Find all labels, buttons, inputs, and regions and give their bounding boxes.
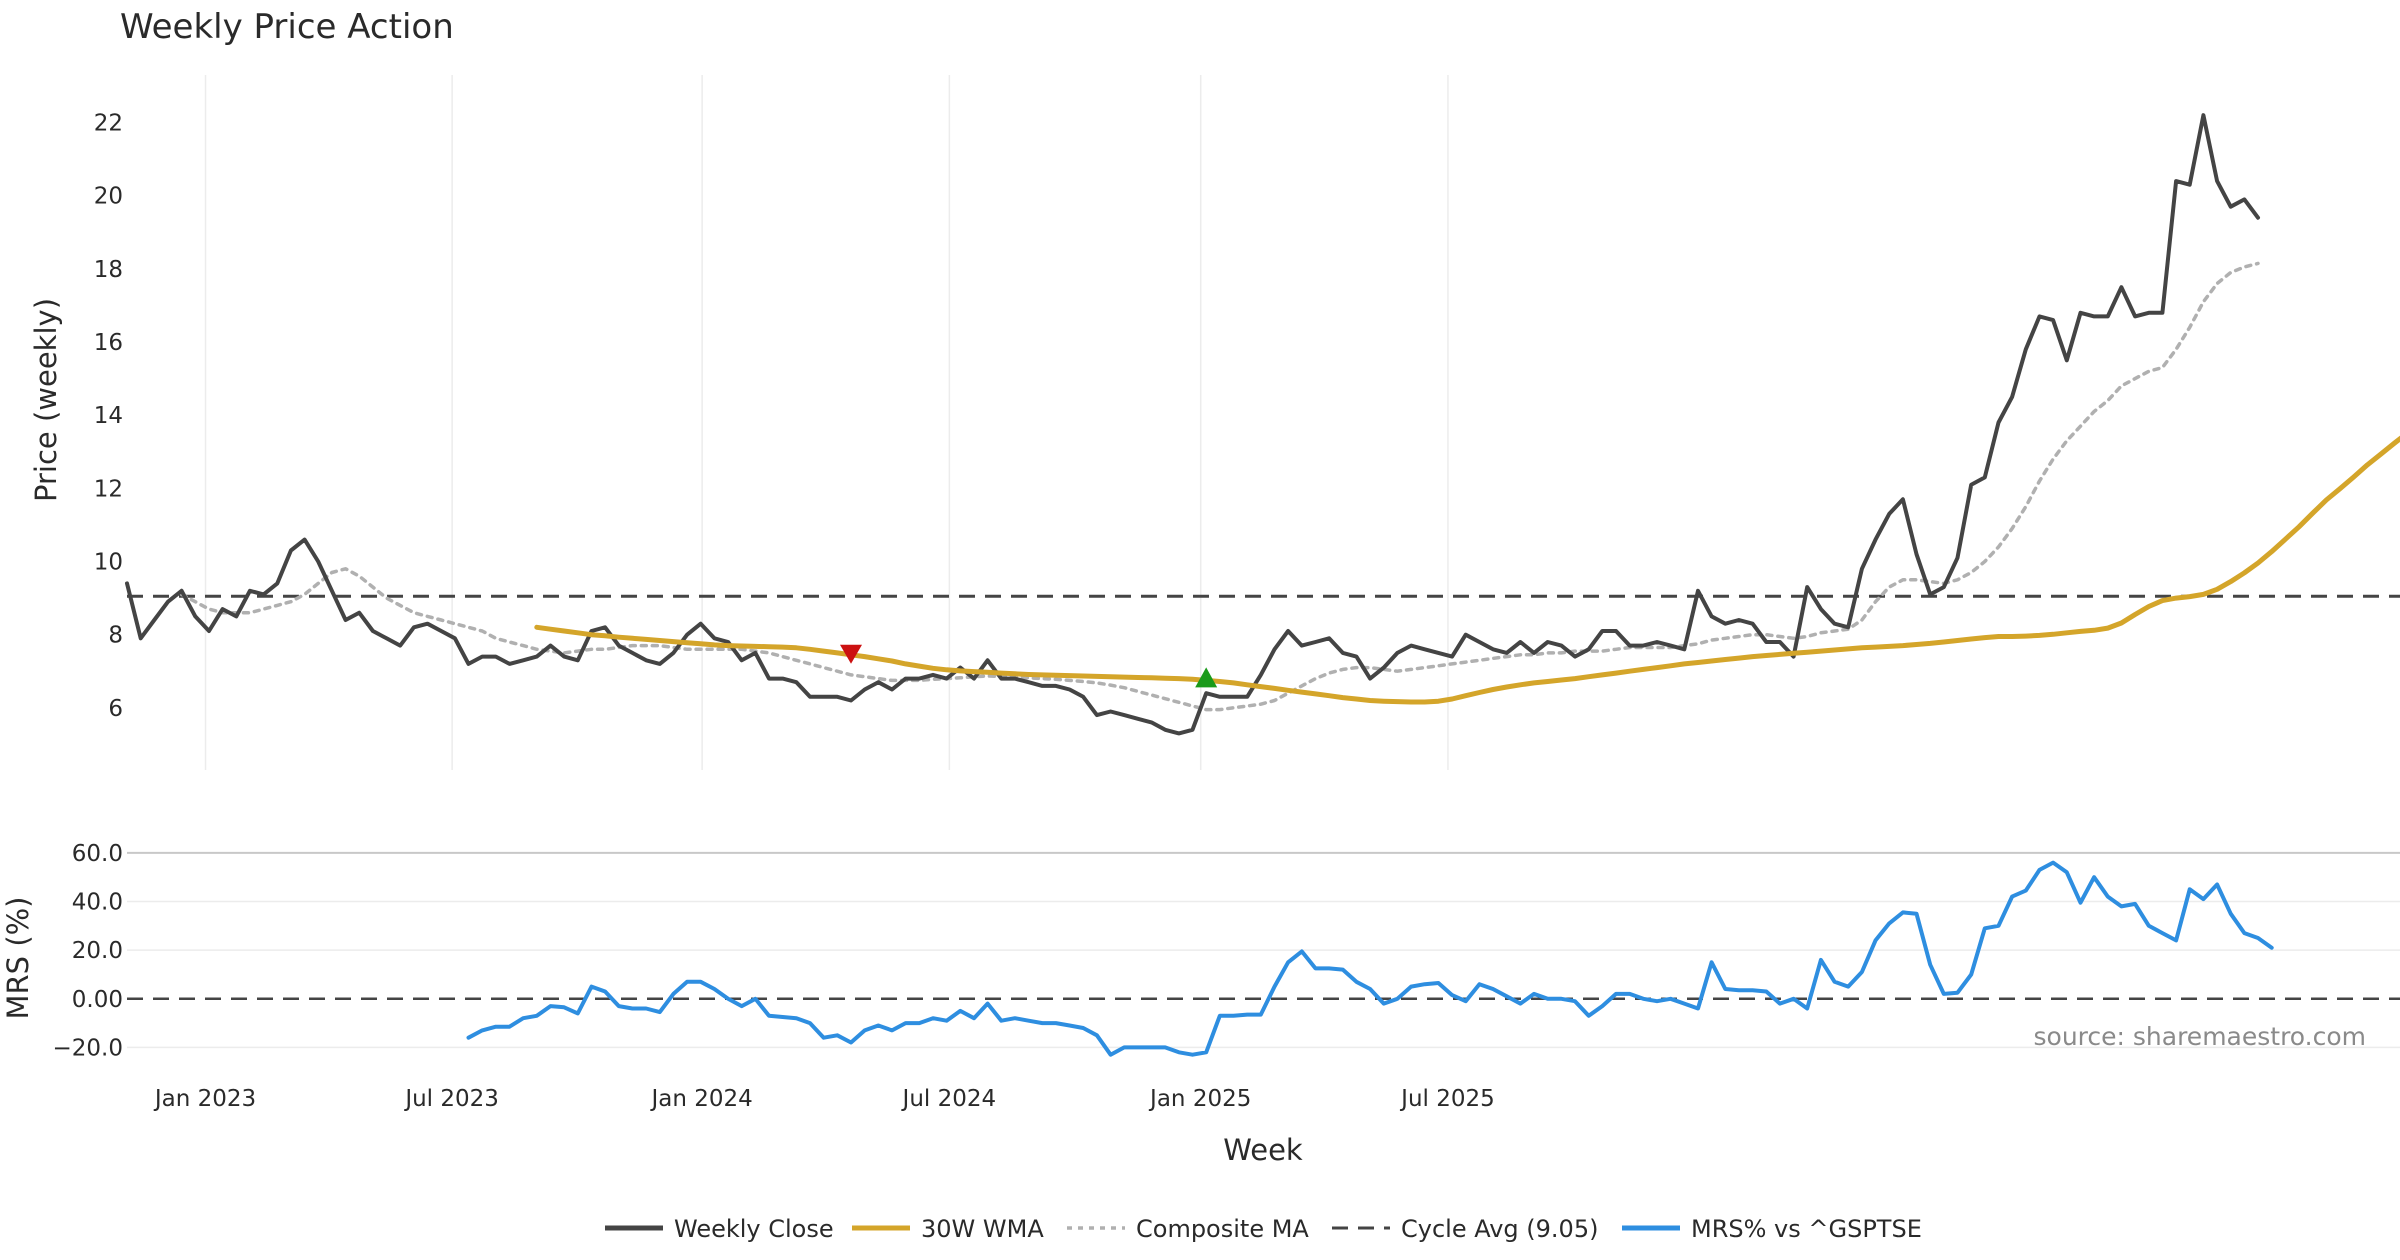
weekly-close-line (125, 113, 2260, 736)
mrs-plot-area (127, 860, 2400, 1057)
price-y-tick-label: 6 (108, 696, 123, 722)
x-axis-label: Week (1223, 1133, 1303, 1167)
mrs-line (466, 860, 2274, 1057)
wma-30w-line (534, 435, 2400, 705)
x-tick-label: Jul 2024 (901, 1086, 997, 1112)
x-tick-label: Jul 2025 (1399, 1086, 1495, 1112)
x-tick-label: Jan 2025 (1148, 1086, 1251, 1112)
x-tick-label: Jan 2024 (649, 1086, 752, 1112)
price-y-tick-label: 12 (94, 476, 123, 502)
price-y-axis-label: Price (weekly) (29, 298, 63, 502)
price-plot-area (125, 113, 2400, 736)
legend-label: Composite MA (1136, 1215, 1309, 1243)
price-y-tick-label: 18 (94, 257, 123, 283)
buy-signal-marker (1195, 667, 1218, 688)
x-tick-label: Jul 2023 (403, 1086, 499, 1112)
mrs-gridlines (127, 851, 2400, 1049)
source-note: source: sharemaestro.com (2034, 1022, 2367, 1051)
legend-label: Cycle Avg (9.05) (1401, 1215, 1598, 1243)
legend-label: Weekly Close (674, 1215, 834, 1243)
price-y-tick-label: 8 (108, 623, 123, 649)
legend-label: 30W WMA (921, 1215, 1044, 1243)
price-y-ticks: 6 8 10 12 14 16 18 20 22 (94, 111, 123, 722)
mrs-y-tick-label: 40.0 (72, 890, 123, 916)
price-y-tick-label: 10 (94, 550, 123, 576)
mrs-y-tick-label: −20.0 (53, 1035, 123, 1061)
price-gridlines (204, 75, 1449, 770)
mrs-y-ticks: 60.0 40.0 20.0 0.00 −20.0 (53, 841, 123, 1062)
mrs-y-tick-label: 60.0 (72, 841, 123, 867)
price-y-tick-label: 16 (94, 330, 123, 356)
x-tick-label: Jan 2023 (153, 1086, 256, 1112)
mrs-y-tick-label: 20.0 (72, 938, 123, 964)
chart-title: Weekly Price Action (120, 7, 454, 47)
mrs-y-tick-label: 0.00 (72, 987, 123, 1013)
legend: Weekly Close 30W WMA Composite MA Cycle Avg… (605, 1215, 1922, 1243)
price-y-tick-label: 14 (94, 403, 123, 429)
sell-signal-marker (840, 644, 863, 664)
mrs-y-axis-label: MRS (%) (1, 897, 35, 1020)
price-y-tick-label: 22 (94, 111, 123, 137)
x-ticks: Jan 2023 Jul 2023 Jan 2024 Jul 2024 Jan 2025… (153, 1086, 1495, 1112)
composite-ma-line (179, 261, 2260, 712)
legend-label: MRS% vs ^GSPTSE (1691, 1215, 1922, 1243)
price-y-tick-label: 20 (94, 184, 123, 210)
